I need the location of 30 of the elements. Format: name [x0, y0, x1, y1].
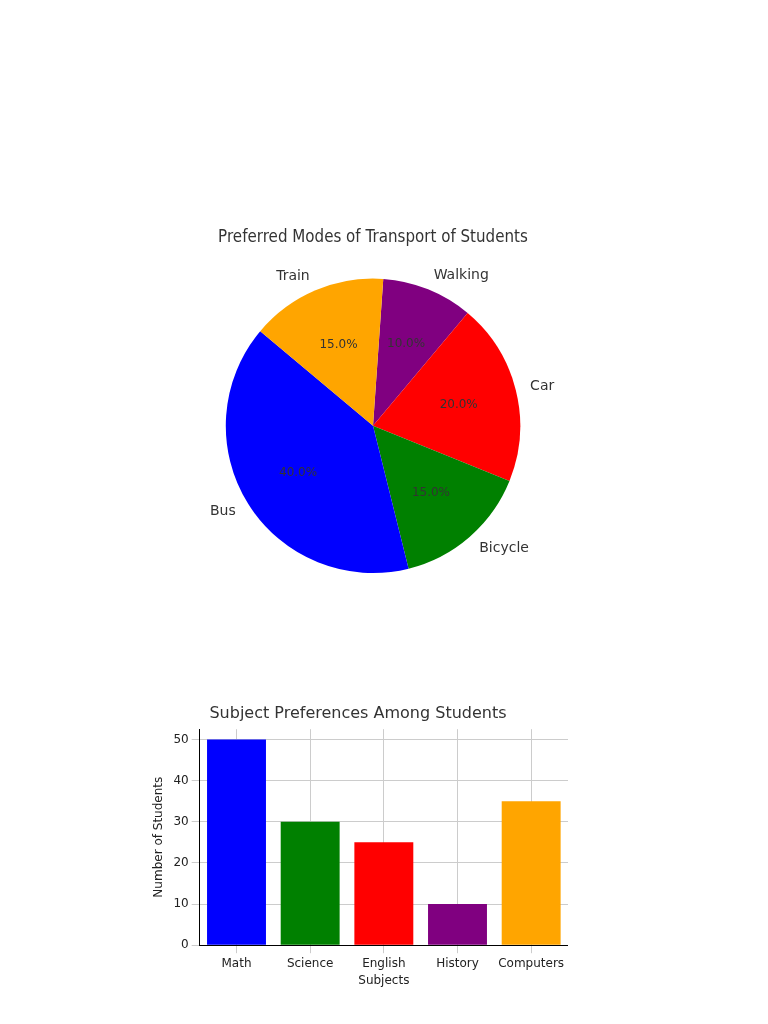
bar: [428, 904, 487, 945]
y-tick-label: 30: [173, 813, 189, 828]
chart-title: Subject Preferences Among Students: [209, 702, 507, 722]
data-label: 10.0%: [387, 336, 426, 351]
data-label: 15.0%: [319, 336, 358, 351]
chart-title: Preferred Modes of Transport of Students: [218, 226, 528, 247]
slice-label: Bicycle: [479, 538, 529, 555]
data-label: 40.0%: [279, 464, 318, 479]
x-tick-label: Science: [286, 955, 334, 970]
x-tick-label: Computers: [498, 955, 565, 970]
data-label: 15.0%: [411, 484, 451, 499]
y-tick-label: 20: [173, 855, 189, 870]
bar: [280, 821, 340, 945]
slice-label: Train: [275, 267, 310, 284]
bar: [354, 842, 414, 945]
x-axis-title: Subjects: [358, 972, 410, 987]
y-tick-label: 40: [173, 772, 189, 787]
y-tick-label: 50: [173, 731, 189, 746]
bar: [501, 801, 561, 945]
data-label: 20.0%: [439, 396, 478, 411]
y-axis-title: Number of Students: [151, 776, 166, 898]
slice-label: Car: [530, 377, 555, 394]
slice-label: Bus: [209, 502, 236, 519]
y-tick-label: 0: [181, 937, 189, 952]
slice-label: Walking: [433, 266, 489, 283]
y-tick-label: 10: [173, 896, 189, 911]
x-tick-label: Math: [221, 955, 252, 970]
bar: [207, 739, 266, 945]
x-tick-label: History: [436, 955, 479, 970]
x-tick-label: English: [362, 955, 406, 970]
